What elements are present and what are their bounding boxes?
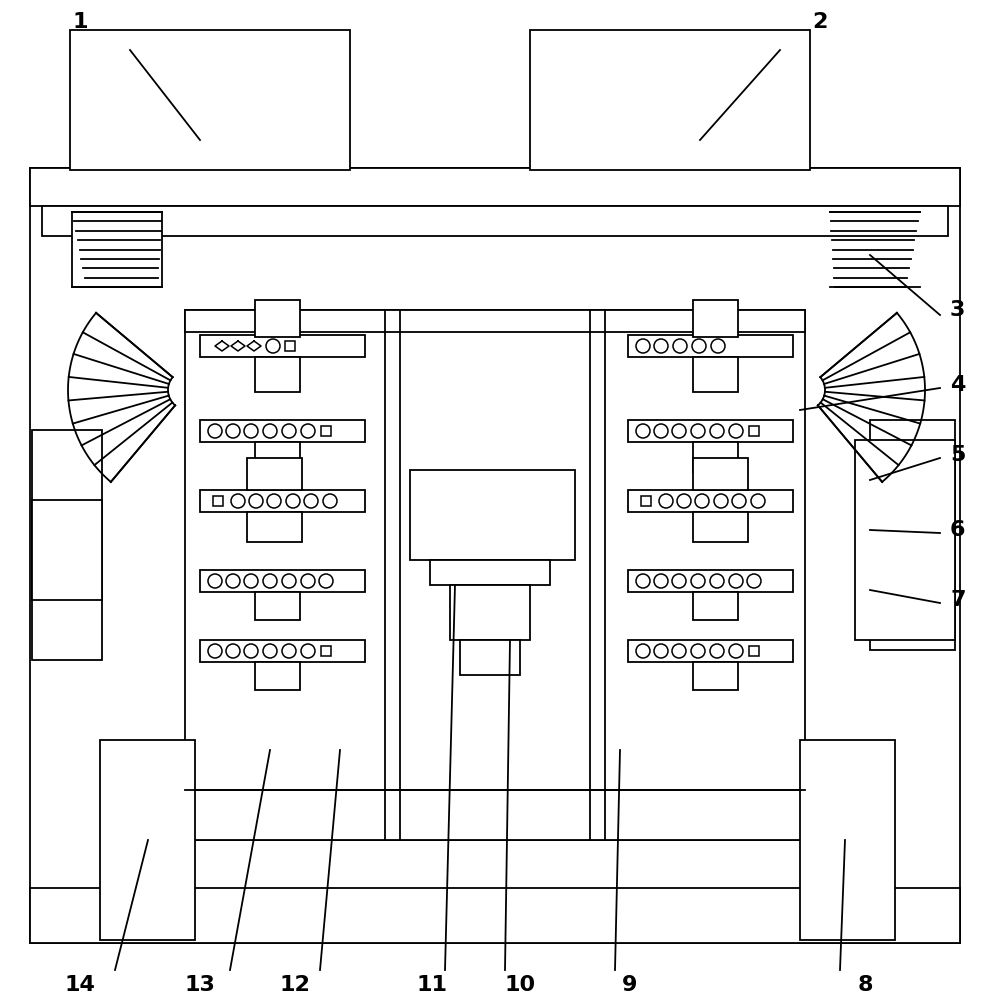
Bar: [32, 500, 102, 600]
Bar: [628, 570, 793, 592]
Text: 6: 6: [950, 520, 965, 540]
Bar: [628, 490, 793, 512]
Bar: [185, 310, 805, 332]
Bar: [749, 426, 759, 436]
Bar: [200, 640, 365, 662]
Bar: [693, 458, 748, 490]
Bar: [200, 490, 365, 512]
Bar: [72, 212, 162, 287]
Bar: [247, 458, 302, 490]
Bar: [100, 740, 195, 940]
Bar: [285, 341, 295, 351]
Text: 4: 4: [950, 375, 965, 395]
Bar: [430, 560, 550, 585]
Bar: [628, 640, 793, 662]
Bar: [628, 420, 793, 442]
Bar: [213, 496, 223, 506]
Text: 14: 14: [65, 975, 95, 995]
Bar: [321, 646, 331, 656]
Text: 5: 5: [950, 445, 965, 465]
Bar: [693, 357, 738, 392]
Bar: [410, 470, 575, 560]
Bar: [693, 442, 738, 472]
Text: 11: 11: [416, 975, 448, 995]
Bar: [693, 662, 738, 690]
Bar: [870, 420, 955, 650]
Bar: [693, 512, 748, 542]
Bar: [855, 440, 955, 640]
Bar: [255, 300, 300, 337]
Bar: [641, 496, 651, 506]
Bar: [185, 790, 805, 840]
Bar: [185, 310, 805, 840]
Bar: [693, 592, 738, 620]
Bar: [70, 30, 350, 170]
Text: 2: 2: [812, 12, 828, 32]
Bar: [628, 335, 793, 357]
Bar: [32, 430, 102, 660]
Text: 7: 7: [950, 590, 965, 610]
Bar: [30, 168, 960, 206]
Bar: [247, 512, 302, 542]
Bar: [200, 335, 365, 357]
Text: 1: 1: [72, 12, 87, 32]
Text: 13: 13: [185, 975, 215, 995]
Bar: [255, 442, 300, 472]
Bar: [255, 357, 300, 392]
Bar: [255, 592, 300, 620]
Bar: [530, 30, 810, 170]
Text: 3: 3: [950, 300, 965, 320]
Bar: [321, 426, 331, 436]
Bar: [30, 888, 960, 943]
Bar: [800, 740, 895, 940]
Bar: [30, 168, 960, 943]
Text: 12: 12: [280, 975, 311, 995]
Bar: [749, 646, 759, 656]
Bar: [42, 206, 948, 236]
Bar: [693, 300, 738, 337]
Text: 10: 10: [504, 975, 535, 995]
Text: 9: 9: [623, 975, 638, 995]
Text: 8: 8: [857, 975, 873, 995]
Bar: [450, 585, 530, 640]
Bar: [200, 420, 365, 442]
Bar: [200, 570, 365, 592]
Bar: [255, 662, 300, 690]
Bar: [460, 640, 520, 675]
